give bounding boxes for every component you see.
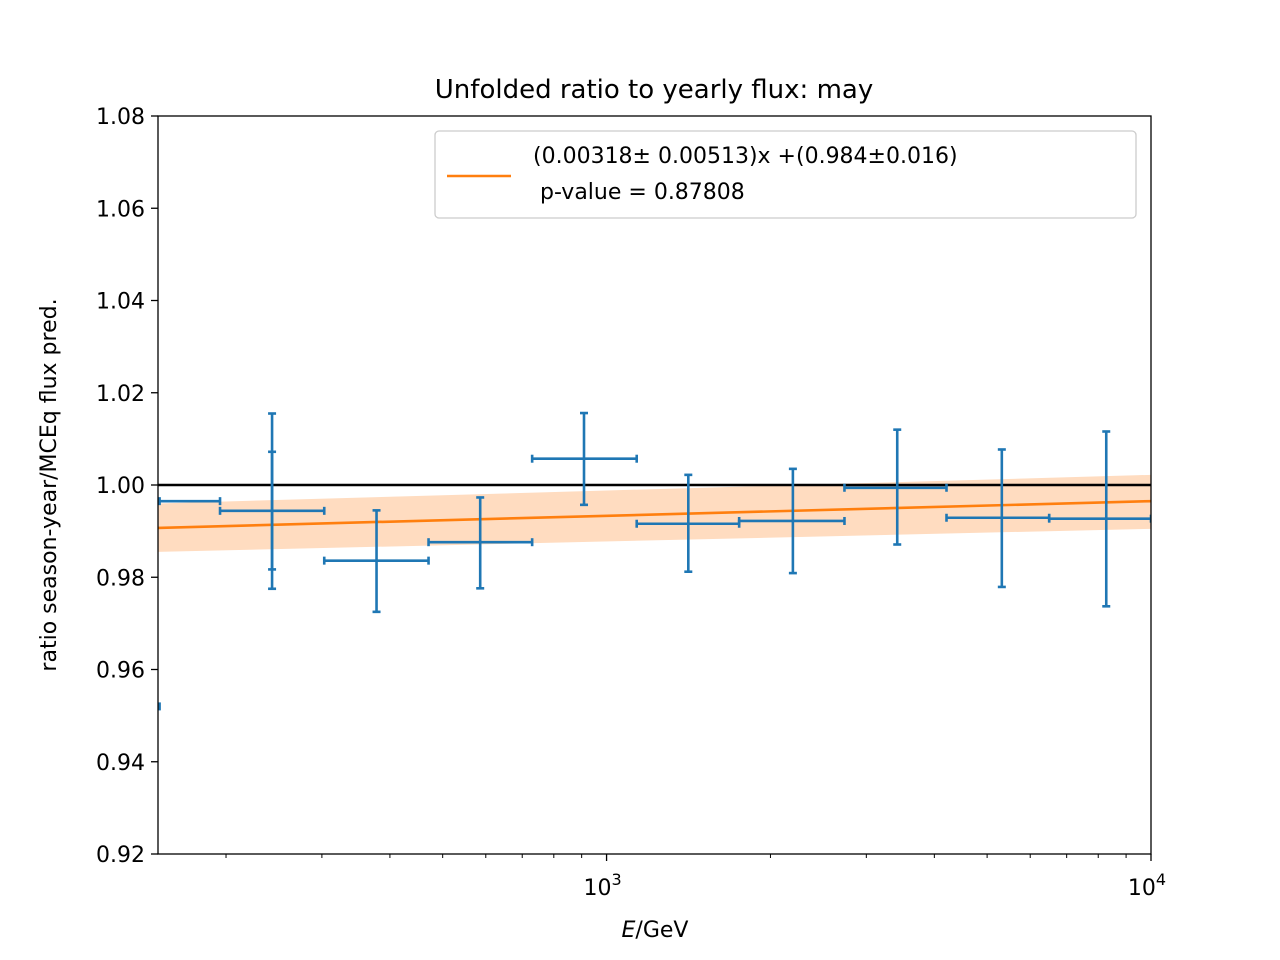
x-axis-label-unit: /GeV xyxy=(635,918,688,943)
legend-box xyxy=(434,130,1137,219)
x-tick-label: 104 xyxy=(1128,870,1166,901)
y-tick-label: 0.94 xyxy=(96,751,145,776)
data-point xyxy=(737,467,846,575)
x-tick-label: 103 xyxy=(583,870,621,901)
legend-label-line1: (0.00318± 0.00513)x +(0.984±0.016) xyxy=(533,144,958,169)
y-tick-label: 0.98 xyxy=(96,566,145,591)
data-point xyxy=(158,702,161,711)
x-axis-label-symbol: E xyxy=(622,918,636,943)
y-axis-ticks: 0.92 0.94 0.96 0.98 1.00 1.02 1.04 1.06 1.08 xyxy=(96,105,158,868)
data-point xyxy=(427,496,534,590)
fit-line xyxy=(158,499,1151,530)
y-tick-label: 1.08 xyxy=(96,105,145,130)
y-tick-label: 1.00 xyxy=(96,474,145,499)
y-tick-label: 0.92 xyxy=(96,843,145,868)
data-point xyxy=(530,411,639,507)
data-point xyxy=(322,509,430,614)
x-axis-ticks: 103 104 xyxy=(225,854,1166,901)
data-points xyxy=(158,411,1151,711)
chart-title: Unfolded ratio to yearly flux: may xyxy=(435,75,873,105)
x-axis-label: E/GeV xyxy=(622,918,689,943)
y-tick-label: 1.06 xyxy=(96,197,145,222)
data-point xyxy=(218,450,326,571)
data-point xyxy=(1047,430,1151,608)
legend-label-line2: p-value = 0.87808 xyxy=(533,180,745,205)
legend: (0.00318± 0.00513)x +(0.984±0.016) p-val… xyxy=(434,130,1137,219)
y-tick-label: 1.04 xyxy=(96,290,145,315)
y-tick-label: 0.96 xyxy=(96,659,145,684)
data-point xyxy=(843,428,948,546)
data-point xyxy=(945,448,1051,589)
y-axis-label: ratio season-year/MCEq flux pred. xyxy=(37,298,62,671)
plot-area xyxy=(158,411,1151,711)
y-tick-label: 1.02 xyxy=(96,382,145,407)
